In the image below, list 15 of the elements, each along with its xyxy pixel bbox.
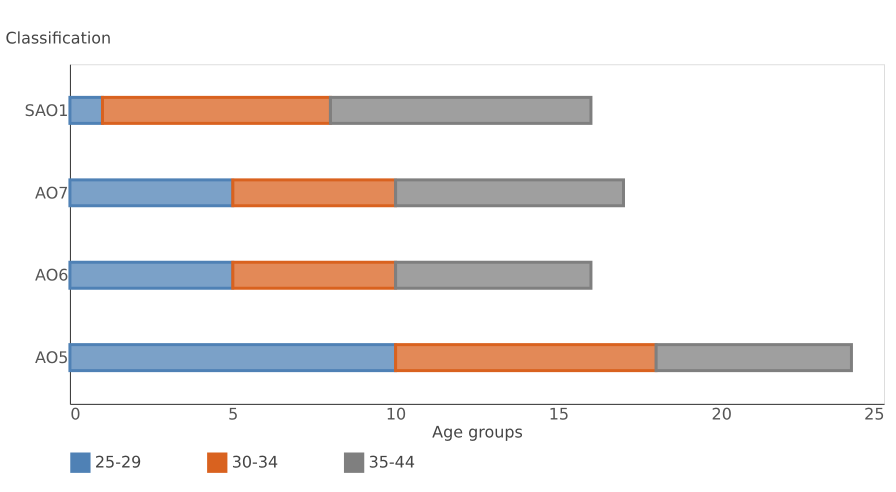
x-tick-label: 10 bbox=[386, 404, 406, 424]
y-axis-title: Classification bbox=[5, 28, 112, 48]
x-tick-label: 25 bbox=[864, 404, 885, 424]
y-tick-label: AO6 bbox=[35, 266, 68, 285]
y-tick-label: AO5 bbox=[35, 348, 68, 368]
y-tick-label: SAO1 bbox=[24, 100, 68, 120]
x-tick-label: 5 bbox=[228, 404, 238, 424]
x-tick-label: 15 bbox=[548, 404, 570, 424]
x-axis-title: Age groups bbox=[432, 422, 523, 442]
legend-label: 25-29 bbox=[94, 452, 142, 472]
x-tick-label: 20 bbox=[712, 404, 732, 424]
x-tick-label: 0 bbox=[70, 404, 81, 424]
legend-label: 30-34 bbox=[232, 452, 278, 472]
legend-label: 35-44 bbox=[368, 452, 415, 472]
y-tick-label: AO7 bbox=[35, 183, 68, 202]
